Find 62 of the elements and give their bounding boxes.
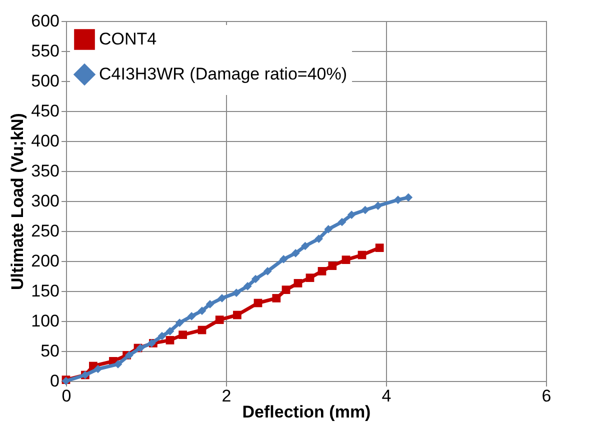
point xyxy=(291,249,300,258)
point xyxy=(314,234,323,243)
y-tick-label: 0 xyxy=(50,372,60,390)
x-tick-label: 6 xyxy=(542,386,552,406)
point xyxy=(198,306,206,315)
y-tick-label: 500 xyxy=(31,72,60,90)
point xyxy=(294,279,302,288)
point xyxy=(338,218,346,226)
point xyxy=(301,242,310,250)
point xyxy=(158,332,166,340)
y-tick-label: 450 xyxy=(31,102,60,120)
point xyxy=(206,300,214,308)
point xyxy=(215,316,224,324)
legend-label: CONT4 xyxy=(99,30,157,48)
y-axis-title: Ultimate Load (Vu;kN) xyxy=(8,113,28,290)
point xyxy=(94,364,102,374)
point xyxy=(233,310,242,320)
point xyxy=(358,250,366,260)
x-tick-label: 0 xyxy=(62,386,72,406)
point xyxy=(404,193,413,202)
x-tick-label: 2 xyxy=(222,386,232,406)
y-tick-label: 400 xyxy=(31,132,60,150)
point xyxy=(361,206,370,214)
point xyxy=(218,294,226,302)
x-tick-label: 4 xyxy=(382,386,392,406)
y-tick-label: 600 xyxy=(31,12,60,30)
point xyxy=(125,351,134,360)
x-axis-title: Deflection (mm) xyxy=(242,402,371,422)
point xyxy=(232,288,241,297)
point xyxy=(279,255,288,264)
y-tick-label: 250 xyxy=(31,222,60,240)
legend-label: C4I3H3WR (Damage ratio=40%) xyxy=(99,64,348,84)
point xyxy=(375,244,384,252)
point xyxy=(374,202,382,210)
point xyxy=(175,318,184,327)
point xyxy=(114,360,122,368)
point xyxy=(251,274,260,284)
y-tick-label: 50 xyxy=(40,342,60,360)
point xyxy=(178,330,187,339)
point xyxy=(243,282,252,290)
y-tick-label: 200 xyxy=(31,252,60,270)
y-tick-label: 350 xyxy=(31,162,60,180)
point xyxy=(166,327,174,336)
point xyxy=(187,312,196,320)
point xyxy=(282,286,290,294)
y-tick-label: 150 xyxy=(31,282,60,300)
point xyxy=(394,196,402,204)
y-tick-label: 300 xyxy=(31,192,60,210)
point xyxy=(272,294,281,302)
point xyxy=(324,225,333,234)
point xyxy=(306,274,314,282)
point xyxy=(347,210,356,219)
point xyxy=(198,326,206,334)
point xyxy=(328,262,337,270)
point xyxy=(166,336,174,344)
point xyxy=(342,256,350,264)
point xyxy=(254,298,262,308)
y-tick-label: 100 xyxy=(31,312,60,330)
point xyxy=(136,344,145,352)
y-tick-label: 550 xyxy=(31,42,60,60)
point xyxy=(318,267,326,276)
point xyxy=(263,267,272,276)
